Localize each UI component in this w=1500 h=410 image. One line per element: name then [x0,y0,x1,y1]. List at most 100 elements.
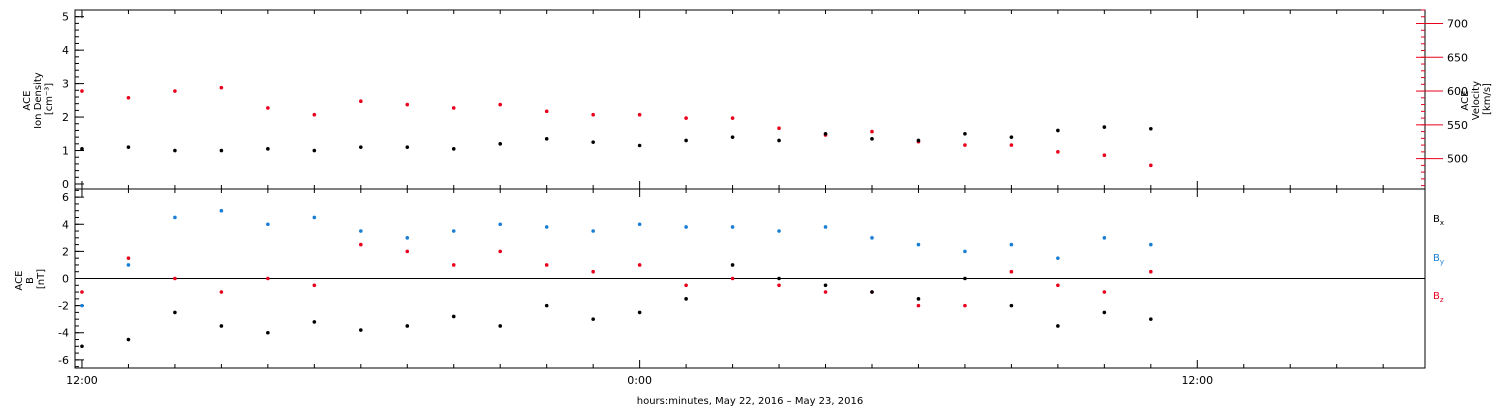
bz-point [219,290,224,294]
bx-point [312,320,317,324]
density-point [451,147,456,151]
bz-point [916,303,921,308]
y-tick-label: 550 [1447,119,1468,132]
bz-point [312,283,317,288]
density-point [80,147,84,151]
legend-by-subscript: y [1440,258,1444,266]
bx-point [173,310,177,315]
density-point [1009,135,1014,139]
velocity-point [451,106,456,110]
legend-bx-subscript: x [1440,219,1444,227]
bz-point [684,283,688,288]
bz-point [498,249,503,254]
bx-point [1102,310,1107,315]
velocity-point [777,126,781,131]
by-point [266,222,270,227]
x-tick-label: 0:00 [627,374,652,387]
magnetic-panel: 12:00 0:00 12:00 -6 -4 -2 0 2 4 6 ACE B [nT] Bx … [14,188,1444,387]
bx-point [1149,317,1153,321]
field-axis-title-line-1: ACE [14,271,25,291]
y-tick-label: -6 [58,354,69,367]
bx-point [544,303,549,308]
plasma-panel-frame [74,9,1426,190]
bx-point [451,314,456,319]
legend-by: By [1433,253,1444,266]
bz-point [80,290,84,294]
velocity-point [266,106,270,110]
velocity-y-axis: 500 550 600 650 700 [1416,9,1468,187]
by-point [173,215,177,220]
bx-point [870,290,874,294]
velocity-point [173,89,177,93]
magnetic-data-points [80,208,1153,349]
density-point [591,140,595,144]
by-point [963,249,967,254]
density-point [312,148,317,153]
velocity-point [1102,153,1107,158]
density-point [963,131,967,136]
density-point [1056,128,1060,133]
bx-point [916,297,921,301]
density-point [1102,125,1107,129]
by-point [80,303,84,308]
bx-point [405,324,410,328]
y-tick-label: 700 [1447,18,1468,31]
velocity-axis-title-line-1: ACE [1460,91,1471,111]
velocity-point [963,143,967,147]
velocity-axis-title: ACE Velocity [km/s] [1460,78,1493,120]
legend-bx-label: B [1433,214,1440,225]
y-tick-label: 5 [62,11,69,24]
by-point [405,236,410,240]
bx-point [963,276,967,281]
density-axis-title-line-3: [cm⁻³] [44,83,55,115]
legend-by-label: B [1433,253,1440,264]
velocity-axis-title-line-3: [km/s] [1482,83,1493,115]
x-axis-label: hours:minutes, May 22, 2016 – May 23, 20… [637,396,863,407]
bz-point [451,263,456,267]
bx-point [637,310,642,315]
bx-point [266,330,270,335]
plasma-x-ticks [81,10,1384,189]
bx-point [80,344,84,349]
velocity-point [359,99,363,103]
field-axis-title-line-3: [nT] [36,269,47,289]
y-tick-label: 500 [1447,153,1468,166]
density-point [359,145,363,149]
bz-point [1009,269,1014,274]
bx-point [219,324,224,328]
legend-bz: Bz [1433,291,1444,304]
y-tick-label: 650 [1447,51,1468,64]
density-point [126,145,131,149]
y-tick-label: 6 [62,191,69,204]
bz-point [591,269,595,274]
velocity-point [591,112,595,117]
density-point [870,137,874,141]
x-tick-label: 12:00 [66,374,98,387]
velocity-point [1149,163,1153,168]
velocity-point [684,116,688,120]
plasma-data-points [80,85,1153,168]
bz-point [544,263,549,267]
density-point [219,148,224,153]
y-tick-label: 600 [1447,85,1468,98]
density-point [266,147,270,151]
field-axis-title: ACE B [nT] [14,267,47,290]
bz-point [173,276,177,281]
by-point [777,229,781,233]
y-tick-label: 1 [62,145,69,158]
by-point [916,242,921,247]
bx-point [126,337,131,342]
bx-point [1056,324,1060,328]
by-point [126,263,131,267]
density-point [916,138,921,143]
velocity-point [1056,150,1060,154]
by-point [684,225,688,229]
bx-point [591,317,595,321]
bz-point [730,276,735,281]
velocity-point [80,89,84,93]
velocity-axis-title-line-2: Velocity [1471,81,1482,120]
density-point [498,142,503,146]
velocity-point [498,102,503,107]
by-point [498,222,503,227]
legend: Bx By Bz [1433,214,1444,304]
